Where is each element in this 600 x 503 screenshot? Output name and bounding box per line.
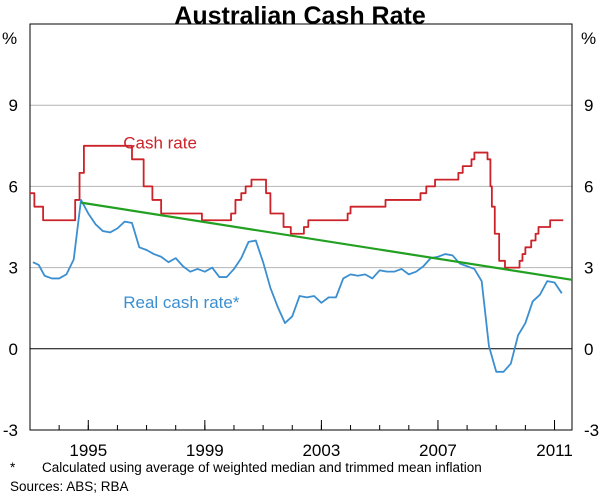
x-tick-label: 2007: [419, 441, 457, 460]
y-tick-label-left: 9: [9, 96, 18, 115]
y-axis-right-unit: %: [581, 29, 596, 48]
series-annotation: Real cash rate*: [123, 293, 240, 312]
chart-title: Australian Cash Rate: [174, 2, 426, 30]
trend-line: [80, 201, 573, 281]
x-tick-label: 1999: [186, 441, 224, 460]
x-tick-label: 1995: [69, 441, 107, 460]
footnote: * Calculated using average of weighted me…: [10, 460, 482, 476]
real-cash-rate-line: [32, 199, 563, 373]
series-annotation: Cash rate: [123, 134, 197, 153]
plot-frame: [29, 23, 573, 431]
series-lines: [30, 144, 573, 373]
y-tick-label-right: 0: [584, 340, 593, 359]
y-axis-left-ticks: -3 0 3 6 9: [3, 96, 18, 440]
y-axis-left-unit: %: [2, 29, 17, 48]
x-axis-ticks: 1995 1999 2003 2007 2011: [29, 420, 573, 460]
y-tick-label-right: 3: [584, 259, 593, 278]
y-tick-label-right: -3: [584, 421, 599, 440]
y-tick-label-right: 9: [584, 96, 593, 115]
series-annotations: Cash rate Real cash rate*: [123, 134, 240, 313]
y-tick-label-left: 6: [9, 177, 18, 196]
y-tick-label-left: 3: [9, 259, 18, 278]
x-tick-label: 2003: [302, 441, 340, 460]
y-tick-label-left: 0: [9, 340, 18, 359]
x-tick-label: 2011: [536, 441, 573, 460]
footnote-marker: *: [10, 460, 16, 475]
cash-rateline: [30, 144, 564, 269]
y-axis-right-ticks: -3 0 3 6 9: [584, 96, 599, 440]
y-tick-label-left: -3: [3, 421, 18, 440]
gridlines: [30, 104, 572, 350]
footnote-text: Calculated using average of weighted med…: [42, 460, 482, 475]
sources-note: Sources: ABS; RBA: [10, 479, 129, 494]
y-tick-label-right: 6: [584, 177, 593, 196]
